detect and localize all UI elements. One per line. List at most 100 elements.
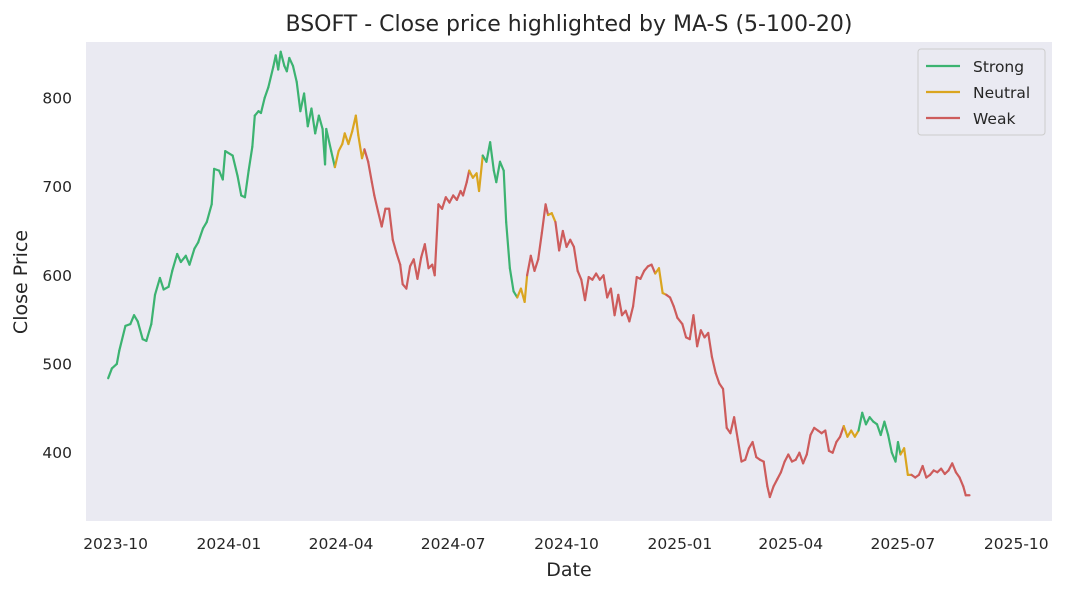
price-segment-weak (376, 210, 383, 228)
price-segment-weak (831, 440, 838, 454)
price-segment-weak (838, 424, 845, 438)
price-segment-weak (388, 207, 394, 241)
price-segment-strong (110, 362, 118, 370)
price-segment-weak (533, 258, 540, 272)
price-segment-weak (461, 181, 468, 197)
price-segment-weak (602, 274, 609, 299)
price-segment-weak (395, 252, 402, 266)
price-segment-strong (314, 114, 320, 135)
price-segment-strong (210, 167, 216, 206)
price-segment-strong (879, 420, 886, 437)
x-tick-label: 2024-07 (421, 535, 486, 553)
price-segment-strong (118, 324, 127, 352)
price-segment-weak (692, 314, 699, 348)
price-segment-weak (776, 471, 783, 481)
price-segment-weak (455, 189, 462, 201)
legend-weak-label: Weak (973, 110, 1015, 128)
price-segment-weak (779, 460, 786, 474)
price-segment-weak (529, 254, 536, 272)
price-segment-weak (367, 160, 373, 184)
price-segment-strong (498, 160, 505, 172)
x-tick-label: 2024-10 (534, 535, 599, 553)
price-segment-strong (129, 314, 136, 326)
price-segment-strong (158, 276, 165, 291)
price-segment-strong (295, 80, 302, 113)
price-segment-weak (440, 196, 447, 210)
price-segment-strong (495, 160, 502, 184)
price-segment-weak (631, 275, 638, 308)
price-segment-weak (569, 238, 576, 249)
price-segment-neutral (903, 447, 909, 476)
price-segment-strong (231, 154, 239, 178)
price-segment-strong (489, 141, 495, 172)
y-axis-label: Close Price (10, 230, 32, 334)
price-segment-strong (302, 92, 309, 128)
price-segment-strong (279, 50, 286, 68)
y-tick-label: 800 (42, 89, 72, 107)
price-segment-weak (448, 194, 455, 204)
price-segment-strong (857, 411, 864, 432)
price-segment-weak (668, 296, 675, 308)
price-segment-weak (526, 254, 532, 277)
price-segment-weak (650, 263, 657, 275)
price-segment-strong (861, 411, 868, 426)
legend: Strong Neutral Weak (917, 48, 1046, 136)
price-segment-weak (399, 263, 404, 286)
price-segment-weak (405, 265, 412, 290)
x-tick-label: 2025-04 (758, 535, 823, 553)
x-tick-label: 2025-07 (871, 535, 936, 553)
price-segment-strong (150, 293, 157, 326)
price-segment-neutral (853, 429, 860, 438)
price-segment-weak (772, 478, 779, 488)
x-tick-label: 2023-10 (83, 535, 148, 553)
price-segment-strong (887, 433, 893, 454)
price-segment-strong (179, 254, 187, 264)
price-segment-strong (236, 174, 243, 197)
price-segment-weak (558, 229, 564, 252)
price-segment-strong (145, 322, 153, 343)
price-segment-weak (554, 220, 561, 252)
price-segment-weak (744, 447, 750, 461)
price-segment-strong (896, 440, 902, 456)
price-segment-weak (391, 238, 398, 255)
price-segment-neutral (477, 154, 484, 193)
price-segment-weak (370, 181, 376, 197)
price-segment-strong (205, 203, 213, 224)
price-segment-weak (373, 194, 380, 213)
price-segment-weak (380, 207, 387, 228)
price-segment-strong (153, 276, 162, 296)
price-segment-strong (883, 420, 890, 437)
price-segment-strong (323, 127, 328, 166)
price-segment-weak (628, 305, 635, 323)
price-segment-weak (710, 355, 717, 374)
price-segment-strong (201, 220, 208, 230)
legend-strong-label: Strong (973, 58, 1024, 76)
y-tick-label: 700 (42, 178, 72, 196)
price-segment-weak (824, 429, 831, 453)
price-segment-weak (540, 203, 547, 234)
price-segment-strong (330, 150, 336, 169)
plot-area (86, 42, 1052, 521)
price-segment-weak (613, 293, 620, 317)
price-segment-strong (291, 64, 298, 84)
price-segment-weak (676, 316, 684, 326)
price-segment-neutral (357, 134, 364, 160)
price-segment-weak (681, 322, 688, 339)
y-tick-label: 600 (42, 267, 72, 285)
price-segment-weak (465, 169, 471, 184)
x-axis-label: Date (546, 559, 591, 581)
price-line (107, 50, 971, 499)
price-segment-weak (751, 440, 758, 459)
price-segment-weak (696, 329, 702, 348)
x-tick-label: 2024-01 (197, 535, 262, 553)
price-segment-weak (617, 293, 624, 317)
price-segment-neutral (842, 424, 849, 438)
price-segment-weak (609, 287, 616, 317)
price-segment-weak (714, 371, 721, 385)
price-segment-weak (363, 148, 370, 163)
price-segment-weak (416, 256, 423, 280)
price-segment-weak (707, 331, 714, 358)
price-segment-strong (263, 86, 270, 99)
price-segment-strong (508, 267, 515, 293)
